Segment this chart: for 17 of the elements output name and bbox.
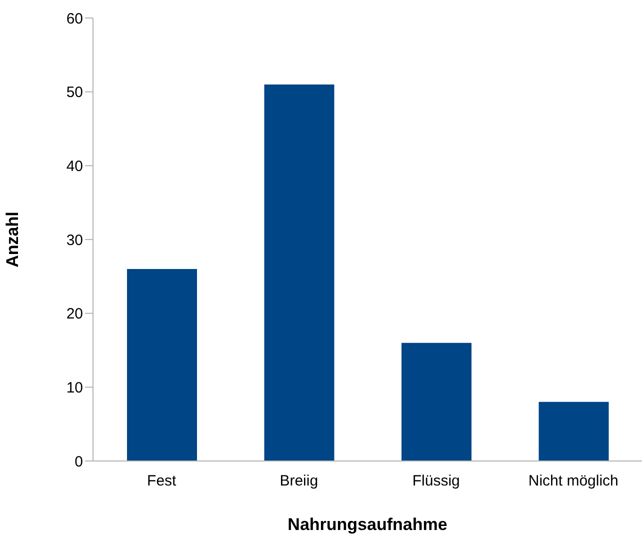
- y-tick-label: 50: [66, 84, 83, 102]
- bar: [264, 84, 334, 461]
- bar: [538, 402, 609, 461]
- y-tick-label: 30: [66, 232, 83, 249]
- x-axis-title: Nahrungsaufnahme: [288, 515, 448, 534]
- x-tick-label: Fest: [147, 472, 178, 490]
- x-tick-label: Flüssig: [412, 472, 460, 490]
- y-tick-label: 10: [66, 379, 83, 396]
- y-axis-title: Anzahl: [3, 212, 22, 268]
- x-tick-label: Nicht möglich: [528, 472, 618, 490]
- y-tick-label: 60: [66, 10, 83, 28]
- bar: [127, 269, 197, 461]
- x-tick-label: Breiig: [280, 472, 318, 490]
- bar: [402, 342, 472, 461]
- y-tick-label: 40: [66, 158, 83, 175]
- y-tick-label: 20: [66, 306, 83, 323]
- y-tick-label: 0: [74, 453, 83, 470]
